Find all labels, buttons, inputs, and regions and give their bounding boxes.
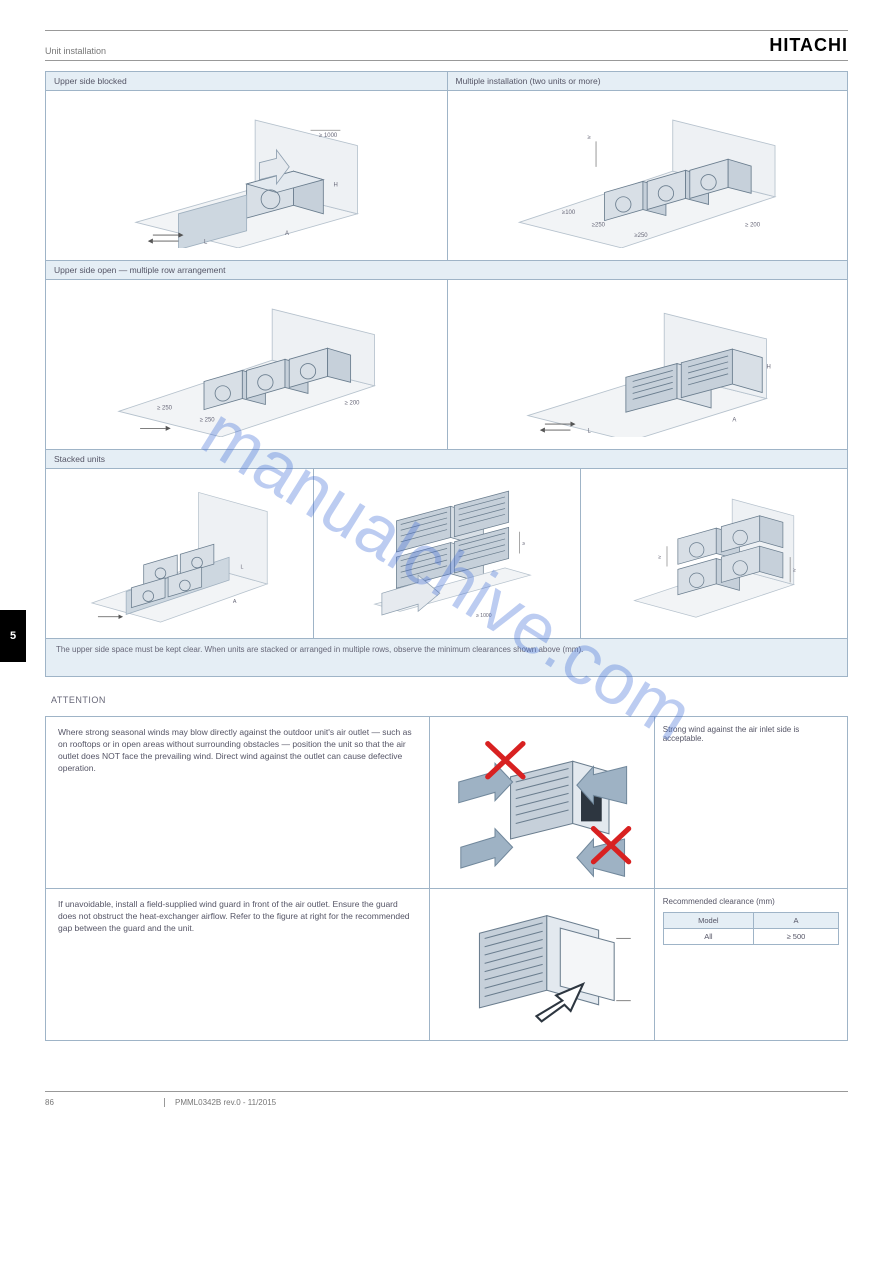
iso-svg-2a: ≥ 250 ≥ 250 ≥ 200 xyxy=(70,292,423,437)
page-header: Unit installation HITACHI xyxy=(45,35,848,61)
clearance-diagram-grid: Upper side blocked Multiple installation… xyxy=(45,71,848,677)
caution-row-2: If unavoidable, install a field-supplied… xyxy=(46,889,847,1040)
caution-text-2: If unavoidable, install a field-supplied… xyxy=(46,889,430,1040)
diag-cell-1a: ≥ 1000 H A L xyxy=(46,91,447,261)
diag-header-1b: Multiple installation (two units or more… xyxy=(447,72,848,91)
diag-header-row-1: Upper side blocked Multiple installation… xyxy=(46,72,847,91)
diag-row-2: ≥ 250 ≥ 250 ≥ 200 xyxy=(46,280,847,450)
mini-td-0: All xyxy=(663,929,753,945)
caution-heading-text: ATTENTION xyxy=(51,695,106,705)
svg-text:H: H xyxy=(767,365,771,371)
diag-row-3: L A xyxy=(46,469,847,639)
arrow-icon xyxy=(461,829,513,868)
iso-svg-1b: ≥100 ≥250 ≥250 ≥ 200 ≥ xyxy=(471,103,823,248)
caution-heading: ATTENTION xyxy=(51,695,848,706)
arrow-icon xyxy=(459,763,513,802)
diag-header-row-2: Upper side open — multiple row arrangeme… xyxy=(46,261,847,280)
page: 5 Unit installation HITACHI manualchive.… xyxy=(0,0,893,1147)
caution-img-2 xyxy=(430,889,654,1040)
svg-text:H: H xyxy=(333,183,337,189)
mini-th-1: A xyxy=(753,913,838,929)
diag-cell-2b: H A L xyxy=(447,280,848,450)
diagram-note: The upper side space must be kept clear.… xyxy=(46,639,847,676)
svg-text:≥100: ≥100 xyxy=(562,210,576,216)
doc-ref: PMML0342B rev.0 - 11/2015 xyxy=(165,1098,276,1107)
iso-svg-3c: ≥ ≥ xyxy=(598,481,830,626)
diag-row-1: ≥ 1000 H A L xyxy=(46,91,847,261)
svg-text:≥: ≥ xyxy=(588,135,592,141)
iso-svg-3b: ≥ 1000 ≥ xyxy=(331,481,563,626)
caution-text-1: Where strong seasonal winds may blow dir… xyxy=(46,717,430,888)
brand-logo: HITACHI xyxy=(769,35,848,56)
iso-svg-3a: L A xyxy=(63,481,296,626)
caution-row-1: Where strong seasonal winds may blow dir… xyxy=(46,717,847,889)
diag-cell-1b: ≥100 ≥250 ≥250 ≥ 200 ≥ xyxy=(447,91,848,261)
iso-svg-1a: ≥ 1000 H A L xyxy=(70,103,423,248)
diag-cell-3c: ≥ ≥ xyxy=(580,469,847,639)
caution-side-2: Recommended clearance (mm) Model A All ≥… xyxy=(655,889,847,1040)
mini-table: Model A All ≥ 500 xyxy=(663,912,839,945)
mini-table-label: Recommended clearance (mm) xyxy=(663,897,839,906)
diag-cell-2a: ≥ 250 ≥ 250 ≥ 200 xyxy=(46,280,447,450)
svg-text:≥ 250: ≥ 250 xyxy=(199,418,215,424)
section-tab: 5 xyxy=(0,610,26,662)
caution-img-1 xyxy=(430,717,654,888)
caution-side-1: Strong wind against the air inlet side i… xyxy=(655,717,847,888)
svg-text:≥: ≥ xyxy=(658,555,661,561)
svg-text:≥250: ≥250 xyxy=(634,233,648,239)
diag-header-3: Stacked units xyxy=(46,450,847,469)
page-number: 86 xyxy=(45,1098,165,1107)
svg-text:A: A xyxy=(732,418,736,424)
iso-svg-2b: H A L xyxy=(471,292,823,437)
mini-th-0: Model xyxy=(663,913,753,929)
caution-grid: Where strong seasonal winds may blow dir… xyxy=(45,716,848,1041)
header-left-text: Unit installation xyxy=(45,46,106,56)
diag-header-1a: Upper side blocked xyxy=(46,72,447,91)
red-x-icon xyxy=(488,744,523,777)
page-footer: 86 PMML0342B rev.0 - 11/2015 xyxy=(45,1091,848,1107)
diag-cell-3b: ≥ 1000 ≥ xyxy=(313,469,580,639)
svg-text:A: A xyxy=(233,599,237,605)
rule-top xyxy=(45,30,848,31)
diag-cell-3a: L A xyxy=(46,469,313,639)
svg-text:≥: ≥ xyxy=(522,541,525,547)
svg-text:≥ 200: ≥ 200 xyxy=(344,401,360,407)
svg-text:≥ 1000: ≥ 1000 xyxy=(476,613,492,619)
svg-text:A: A xyxy=(285,231,289,237)
svg-text:≥ 250: ≥ 250 xyxy=(157,406,173,412)
svg-text:≥: ≥ xyxy=(793,568,796,574)
diag-header-2: Upper side open — multiple row arrangeme… xyxy=(46,261,847,280)
mini-td-1: ≥ 500 xyxy=(753,929,838,945)
wind-wrong-icon xyxy=(438,725,645,880)
wind-guard-icon xyxy=(438,897,645,1032)
svg-text:L: L xyxy=(240,565,243,571)
svg-text:≥ 200: ≥ 200 xyxy=(745,223,761,229)
svg-text:≥250: ≥250 xyxy=(592,223,606,229)
diag-header-row-3: Stacked units xyxy=(46,450,847,469)
dim-ge1000: ≥ 1000 xyxy=(319,133,338,139)
